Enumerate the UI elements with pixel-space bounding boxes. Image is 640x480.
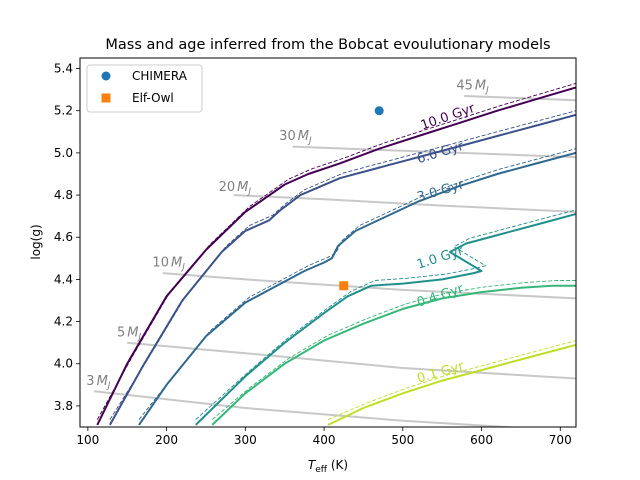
x-axis-label-main: T	[308, 458, 317, 472]
mass-track-45-mj	[464, 95, 576, 102]
y-axis-label: log(g)	[29, 224, 43, 259]
isochrone-6-0-gyr	[109, 113, 576, 426]
x-axis-ticks: 100 200 300 400 500 600 700	[76, 427, 572, 447]
mass-label-unit: M	[475, 79, 486, 94]
point-chimera	[374, 106, 384, 116]
isochrone-dashed-3-0-gyr	[138, 148, 576, 420]
y-axis-ticks: 3.8 4.0 4.2 4.4 4.6 4.8 5.0 5.2 5.4	[54, 62, 80, 413]
plot-frame	[79, 57, 577, 428]
y-tick-label: 4.6	[54, 230, 73, 244]
isochrone-1-0-gyr	[195, 213, 576, 426]
x-tick-label: 600	[470, 433, 493, 447]
mass-label-unit: M	[127, 325, 138, 340]
y-tick-label: 3.8	[54, 399, 73, 413]
mass-label-unit-sub: J	[484, 86, 489, 96]
chart-title: Mass and age inferred from the Bobcat ev…	[105, 37, 550, 53]
x-axis-label: Teff (K)	[308, 458, 348, 475]
isochrone-0-4-gyr	[211, 284, 576, 426]
mass-track-layer	[94, 95, 576, 427]
y-tick-label: 5.0	[54, 146, 73, 160]
mass-track-5-mj	[127, 341, 576, 380]
x-tick-label: 300	[234, 433, 257, 447]
mass-label-unit-sub: J	[307, 136, 312, 146]
mass-label-value: 30	[279, 129, 296, 144]
mass-label-unit-sub: J	[137, 332, 142, 342]
mass-label-value: 10	[152, 256, 169, 271]
isochrone-dashed-6-0-gyr	[109, 110, 576, 420]
y-tick-label: 4.0	[54, 357, 73, 371]
mass-track-10-mj	[162, 272, 576, 300]
mass-label-45-mj: 45 MJ	[456, 79, 489, 96]
y-tick-label: 5.2	[54, 104, 73, 118]
mass-label-unit: M	[97, 374, 108, 389]
x-axis-label-sub: eff	[315, 465, 328, 475]
y-tick-label: 4.8	[54, 188, 73, 202]
mass-track-30-mj	[292, 145, 576, 159]
isochrone-dashed-1-0-gyr	[195, 209, 576, 420]
isochrone-layer	[96, 82, 576, 426]
legend-label-elf-owl: Elf-Owl	[132, 91, 174, 105]
mass-label-3-mj: 3 MJ	[86, 374, 111, 391]
legend-marker-chimera	[101, 71, 111, 81]
mass-label-unit: M	[298, 129, 309, 144]
y-tick-label: 4.4	[54, 272, 73, 286]
data-point-layer	[339, 106, 384, 291]
mass-label-20-mj: 20 MJ	[219, 180, 252, 197]
x-tick-label: 400	[313, 433, 336, 447]
legend: CHIMERA Elf-Owl	[86, 64, 203, 113]
mass-label-30-mj: 30 MJ	[279, 129, 312, 146]
mass-label-value: 20	[219, 180, 236, 195]
x-tick-label: 700	[549, 433, 572, 447]
isochrone-dashed-0-4-gyr	[212, 280, 576, 420]
mass-label-value: 5	[117, 325, 125, 340]
x-axis-label-unit: (K)	[327, 458, 348, 472]
isochrone-dashed-0-1-gyr	[327, 340, 576, 421]
y-tick-label: 5.4	[54, 62, 73, 76]
isochrone-10-0-gyr	[96, 86, 576, 426]
mass-label-unit-sub: J	[106, 381, 111, 391]
mass-label-unit-sub: J	[180, 263, 185, 273]
isochrone-3-0-gyr	[138, 151, 576, 426]
legend-box	[86, 64, 203, 113]
mass-label-10-mj: 10 MJ	[152, 256, 185, 273]
mass-label-unit: M	[237, 180, 248, 195]
isochrone-0-1-gyr	[327, 343, 576, 426]
y-tick-label: 4.2	[54, 315, 73, 329]
mass-label-unit-sub: J	[246, 187, 251, 197]
point-elf-owl	[339, 281, 349, 291]
mass-track-20-mj	[233, 194, 576, 213]
x-tick-label: 100	[76, 433, 99, 447]
mass-label-unit: M	[171, 256, 182, 271]
legend-label-chimera: CHIMERA	[132, 69, 188, 83]
mass-label-value: 45	[456, 79, 473, 94]
x-tick-label: 500	[391, 433, 414, 447]
mass-track-3-mj	[94, 390, 524, 427]
x-tick-label: 200	[155, 433, 178, 447]
mass-label-value: 3	[86, 374, 94, 389]
mass-label-5-mj: 5 MJ	[117, 325, 142, 342]
legend-marker-elf-owl	[101, 93, 111, 103]
